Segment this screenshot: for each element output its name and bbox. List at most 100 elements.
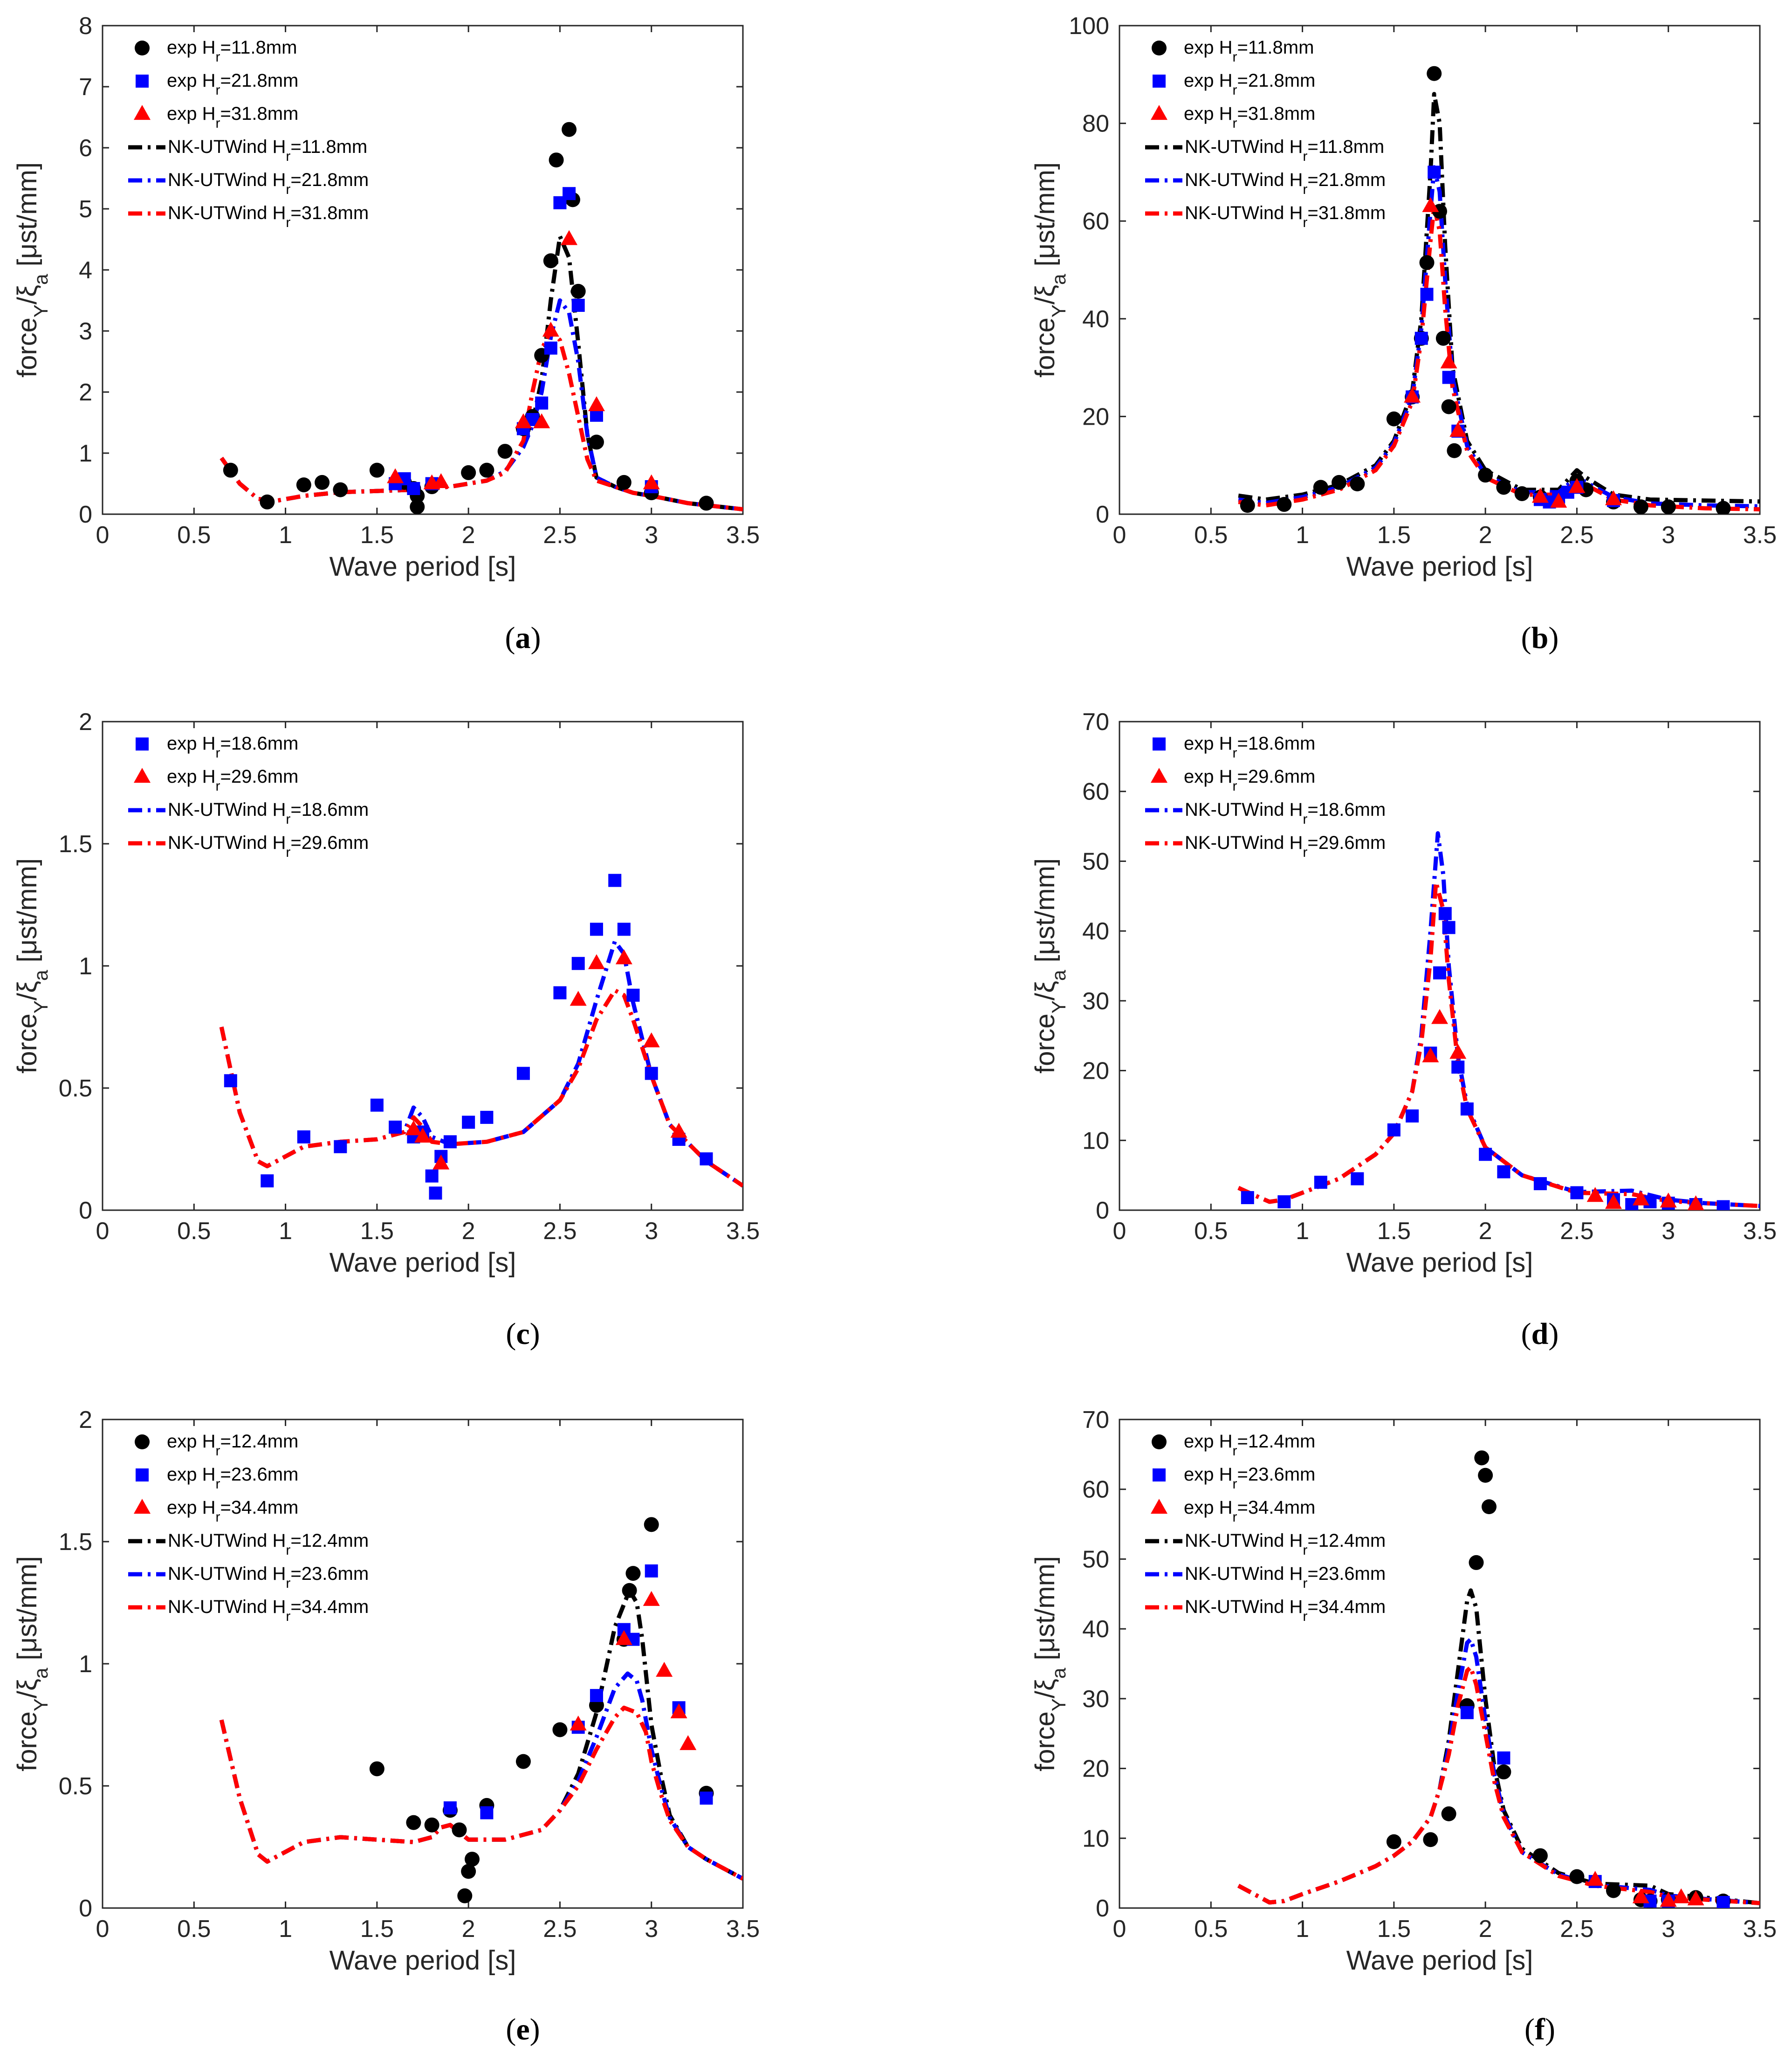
panel-label-part: (	[1524, 2012, 1535, 2046]
data-point	[1606, 1883, 1621, 1898]
legend-entry-part: exp H	[167, 1431, 216, 1452]
y-tick-label: 40	[1082, 918, 1109, 945]
y-tick-label: 30	[1082, 988, 1109, 1015]
x-tick-label: 0.5	[177, 522, 211, 549]
legend-entry-part: exp H	[167, 733, 216, 754]
data-point	[1277, 497, 1292, 512]
panel-label-part: a	[515, 621, 531, 655]
data-point	[389, 1120, 402, 1134]
data-point	[643, 1032, 660, 1047]
data-point	[644, 1517, 659, 1532]
data-point	[543, 253, 558, 269]
legend-entry-part: r	[1303, 845, 1307, 860]
data-point	[1469, 1555, 1484, 1570]
data-point	[1449, 1044, 1467, 1059]
data-point	[1496, 1764, 1511, 1780]
legend-marker	[1153, 75, 1166, 88]
data-point	[260, 494, 275, 510]
legend-entry-part: NK-UTWind H	[168, 1597, 286, 1617]
legend-entry-part: exp H	[1184, 37, 1233, 58]
legend-entry: exp Hr=29.6mm	[167, 766, 298, 794]
y-axis-label-part: force	[1030, 1711, 1060, 1771]
series-line	[1237, 880, 1760, 1208]
data-point	[1240, 498, 1255, 513]
data-point	[680, 1735, 697, 1750]
legend-entry-part: =18.6mm	[290, 799, 369, 820]
y-tick-label: 80	[1082, 110, 1109, 138]
legend-entry-part: NK-UTWind H	[168, 1530, 286, 1551]
data-point	[590, 1689, 603, 1702]
x-tick-label: 2.5	[543, 1915, 577, 1943]
legend-entry: NK-UTWind Hr=18.6mm	[168, 799, 369, 827]
y-axis-label-part: [μst/mm]	[12, 162, 42, 274]
x-tick-label: 2	[462, 1218, 475, 1245]
data-point	[433, 473, 450, 489]
y-axis-label-part: force	[1030, 1013, 1060, 1074]
panel-label: (e)	[506, 2012, 540, 2046]
legend-entry: NK-UTWind Hr=11.8mm	[1185, 137, 1384, 164]
data-point	[1497, 1165, 1510, 1178]
legend-entry-part: =11.8mm	[220, 37, 297, 58]
data-point	[516, 1067, 530, 1080]
data-point	[1661, 499, 1676, 514]
legend-entry: NK-UTWind Hr=21.8mm	[1185, 170, 1386, 197]
legend-entry: exp Hr=11.8mm	[1184, 37, 1314, 65]
y-axis-label-part: a	[30, 274, 52, 285]
y-tick-label: 70	[1082, 709, 1109, 736]
data-point	[1460, 1706, 1474, 1719]
x-tick-label: 3.5	[726, 522, 760, 549]
data-point	[461, 465, 476, 480]
x-tick-label: 1	[1296, 1218, 1309, 1245]
data-point	[1474, 1450, 1490, 1466]
legend-entry-part: NK-UTWind H	[168, 170, 286, 190]
data-point	[571, 298, 585, 312]
data-point	[699, 496, 714, 511]
data-point	[1431, 1009, 1448, 1024]
x-tick-label: 0.5	[1194, 1915, 1228, 1943]
data-point	[410, 499, 425, 514]
y-tick-label: 20	[1082, 403, 1109, 430]
legend-entry: exp Hr=18.6mm	[1184, 733, 1315, 761]
data-point	[1442, 921, 1456, 934]
legend-entry-part: =34.4mm	[220, 1497, 299, 1518]
y-axis-label-part: /ξ	[1030, 981, 1060, 1000]
legend-entry-part: r	[216, 83, 220, 98]
x-tick-label: 2	[1479, 522, 1492, 549]
legend-entry-part: =23.6mm	[1307, 1564, 1386, 1584]
data-point	[1387, 1123, 1401, 1137]
data-point	[452, 1822, 467, 1838]
legend-entry-part: exp H	[167, 37, 216, 58]
legend-entry: NK-UTWind Hr=31.8mm	[1185, 203, 1386, 230]
legend-entry: NK-UTWind Hr=18.6mm	[1185, 799, 1386, 827]
x-tick-label: 3.5	[1743, 522, 1777, 549]
data-point	[1350, 476, 1365, 492]
x-tick-label: 0.5	[1194, 522, 1228, 549]
legend-entry-part: r	[1303, 1543, 1307, 1558]
legend-marker	[136, 737, 149, 751]
x-tick-label: 1.5	[1377, 1218, 1411, 1245]
data-point	[457, 1888, 473, 1903]
legend-entry-part: exp H	[167, 1464, 216, 1485]
legend-entry-part: exp H	[1184, 70, 1233, 91]
legend-entry-part: =21.8mm	[220, 70, 299, 91]
legend-entry-part: exp H	[1184, 1497, 1233, 1518]
panel-label-part: f	[1535, 2012, 1545, 2046]
x-axis-label: Wave period [s]	[1346, 1945, 1533, 1976]
legend-entry-part: =18.6mm	[220, 733, 299, 754]
data-point	[515, 413, 532, 428]
legend-entry-part: NK-UTWind H	[168, 137, 286, 157]
data-point	[1687, 1195, 1704, 1210]
data-point	[1531, 488, 1549, 503]
legend-entry-part: r	[286, 1609, 290, 1624]
legend-marker	[135, 1434, 150, 1449]
legend-entry-part: NK-UTWind H	[168, 799, 286, 820]
x-tick-label: 1	[1296, 1915, 1309, 1943]
legend-entry-part: NK-UTWind H	[1185, 1530, 1303, 1551]
x-tick-label: 1	[279, 1218, 292, 1245]
y-tick-label: 1	[79, 1651, 92, 1678]
y-axis-label-part: a	[1048, 970, 1070, 981]
y-tick-label: 20	[1082, 1756, 1109, 1783]
legend-entry: exp Hr=34.4mm	[167, 1497, 298, 1525]
panel-label-part: )	[1545, 2012, 1555, 2046]
legend-entry-part: =29.6mm	[1237, 766, 1316, 787]
